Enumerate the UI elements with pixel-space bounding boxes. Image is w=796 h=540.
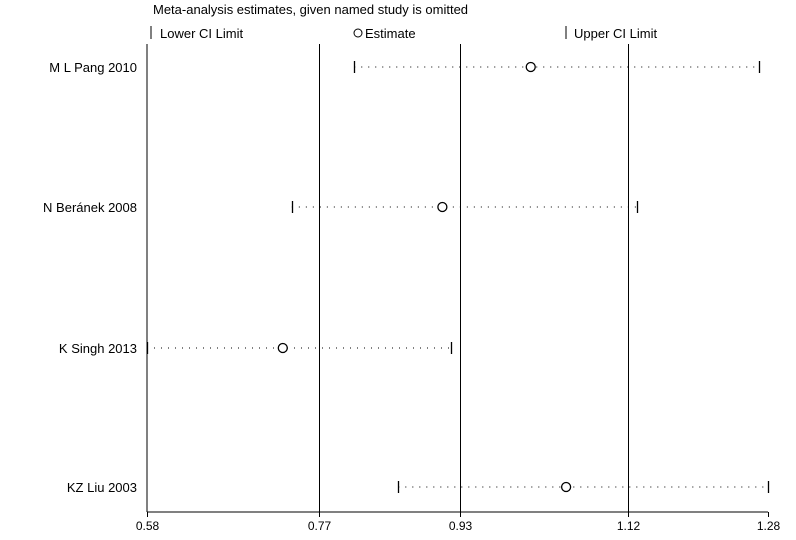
study-label: N Beránek 2008 — [43, 200, 137, 215]
estimate-marker — [525, 61, 536, 73]
legend-estimate-marker — [353, 28, 363, 38]
chart-title: Meta-analysis estimates, given named stu… — [153, 2, 468, 17]
estimate-marker — [277, 342, 288, 354]
estimate-marker — [437, 201, 448, 213]
study-label: M L Pang 2010 — [49, 60, 137, 75]
x-axis-ticks: 0.58 0.77 0.93 1.12 1.28 — [136, 512, 781, 533]
x-tick-label: 0.58 — [136, 519, 160, 533]
legend-lower-label: Lower CI Limit — [160, 26, 243, 41]
legend-upper-label: Upper CI Limit — [574, 26, 657, 41]
study-label: K Singh 2013 — [59, 341, 137, 356]
legend: Lower CI Limit Estimate Upper CI Limit — [150, 26, 657, 41]
x-tick-label: 0.93 — [449, 519, 473, 533]
study-row: KZ Liu 2003 — [67, 480, 770, 495]
legend-estimate-label: Estimate — [365, 26, 416, 41]
study-row: K Singh 2013 — [59, 341, 453, 356]
estimate-marker — [560, 481, 572, 493]
study-label: KZ Liu 2003 — [67, 480, 137, 495]
reference-lines — [319, 44, 629, 512]
study-rows: M L Pang 2010 N Beránek 2008 K Singh 2013 K… — [43, 60, 770, 495]
x-tick-label: 0.77 — [308, 519, 332, 533]
x-tick-label: 1.12 — [617, 519, 641, 533]
study-row: M L Pang 2010 — [49, 60, 761, 75]
x-tick-label: 1.28 — [757, 519, 781, 533]
study-row: N Beránek 2008 — [43, 200, 639, 215]
